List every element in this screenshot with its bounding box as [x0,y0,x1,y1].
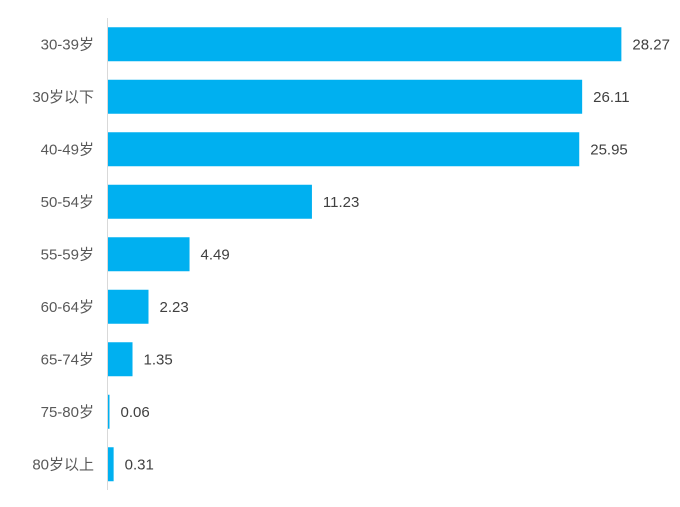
bar [108,79,583,114]
category-label: 55-59岁 [41,246,94,263]
bar [108,237,190,272]
value-label: 11.23 [323,194,359,211]
value-label: 26.11 [593,89,629,106]
bars-group [108,27,622,482]
category-label: 30岁以下 [32,89,94,106]
value-label: 2.23 [159,299,188,316]
value-label: 0.06 [121,404,150,421]
bar [108,447,114,482]
value-labels-group: 28.27 26.11 25.95 11.23 4.49 2.23 1.35 0.06 0.31 [121,36,670,473]
value-label: 25.95 [590,141,628,158]
category-label: 65-74岁 [41,351,94,368]
category-label: 60-64岁 [41,299,94,316]
bar [108,132,580,167]
bar [108,289,149,324]
value-label: 28.27 [632,36,670,53]
category-label: 40-49岁 [41,141,94,158]
category-label: 80岁以上 [32,456,94,473]
category-label: 30-39岁 [41,36,94,53]
bar [108,184,312,219]
bar [108,342,133,377]
category-label: 50-54岁 [41,194,94,211]
bar [108,27,622,62]
category-labels-group: 30-39岁 30岁以下 40-49岁 50-54岁 55-59岁 60-64岁 65-74… [32,36,94,473]
value-label: 0.31 [125,456,154,473]
category-label: 75-80岁 [41,404,94,421]
bar [108,394,110,429]
value-label: 1.35 [144,351,173,368]
value-label: 4.49 [201,246,230,263]
